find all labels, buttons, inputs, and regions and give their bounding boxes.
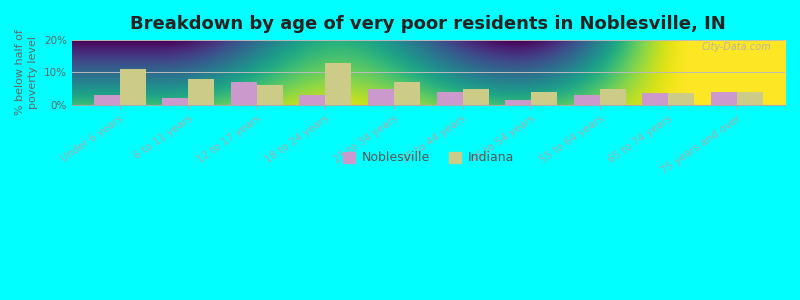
Bar (394, 82, 420, 105)
Y-axis label: % below half of
poverty level: % below half of poverty level (15, 29, 38, 115)
Bar (531, 92, 558, 105)
Bar (257, 85, 283, 105)
Bar (162, 98, 188, 105)
Text: City-Data.com: City-Data.com (701, 42, 770, 52)
Bar (230, 82, 257, 105)
Bar (368, 88, 394, 105)
Bar (188, 79, 214, 105)
Bar (668, 93, 694, 105)
Bar (94, 95, 120, 105)
Bar (120, 69, 146, 105)
Bar (642, 93, 668, 105)
Bar (462, 88, 489, 105)
Bar (326, 63, 351, 105)
Legend: Noblesville, Indiana: Noblesville, Indiana (338, 146, 518, 170)
Bar (505, 100, 531, 105)
Title: Breakdown by age of very poor residents in Noblesville, IN: Breakdown by age of very poor residents … (130, 15, 726, 33)
Bar (299, 95, 326, 105)
Bar (737, 92, 763, 105)
Bar (600, 88, 626, 105)
Bar (437, 92, 462, 105)
Bar (711, 92, 737, 105)
Bar (574, 95, 600, 105)
